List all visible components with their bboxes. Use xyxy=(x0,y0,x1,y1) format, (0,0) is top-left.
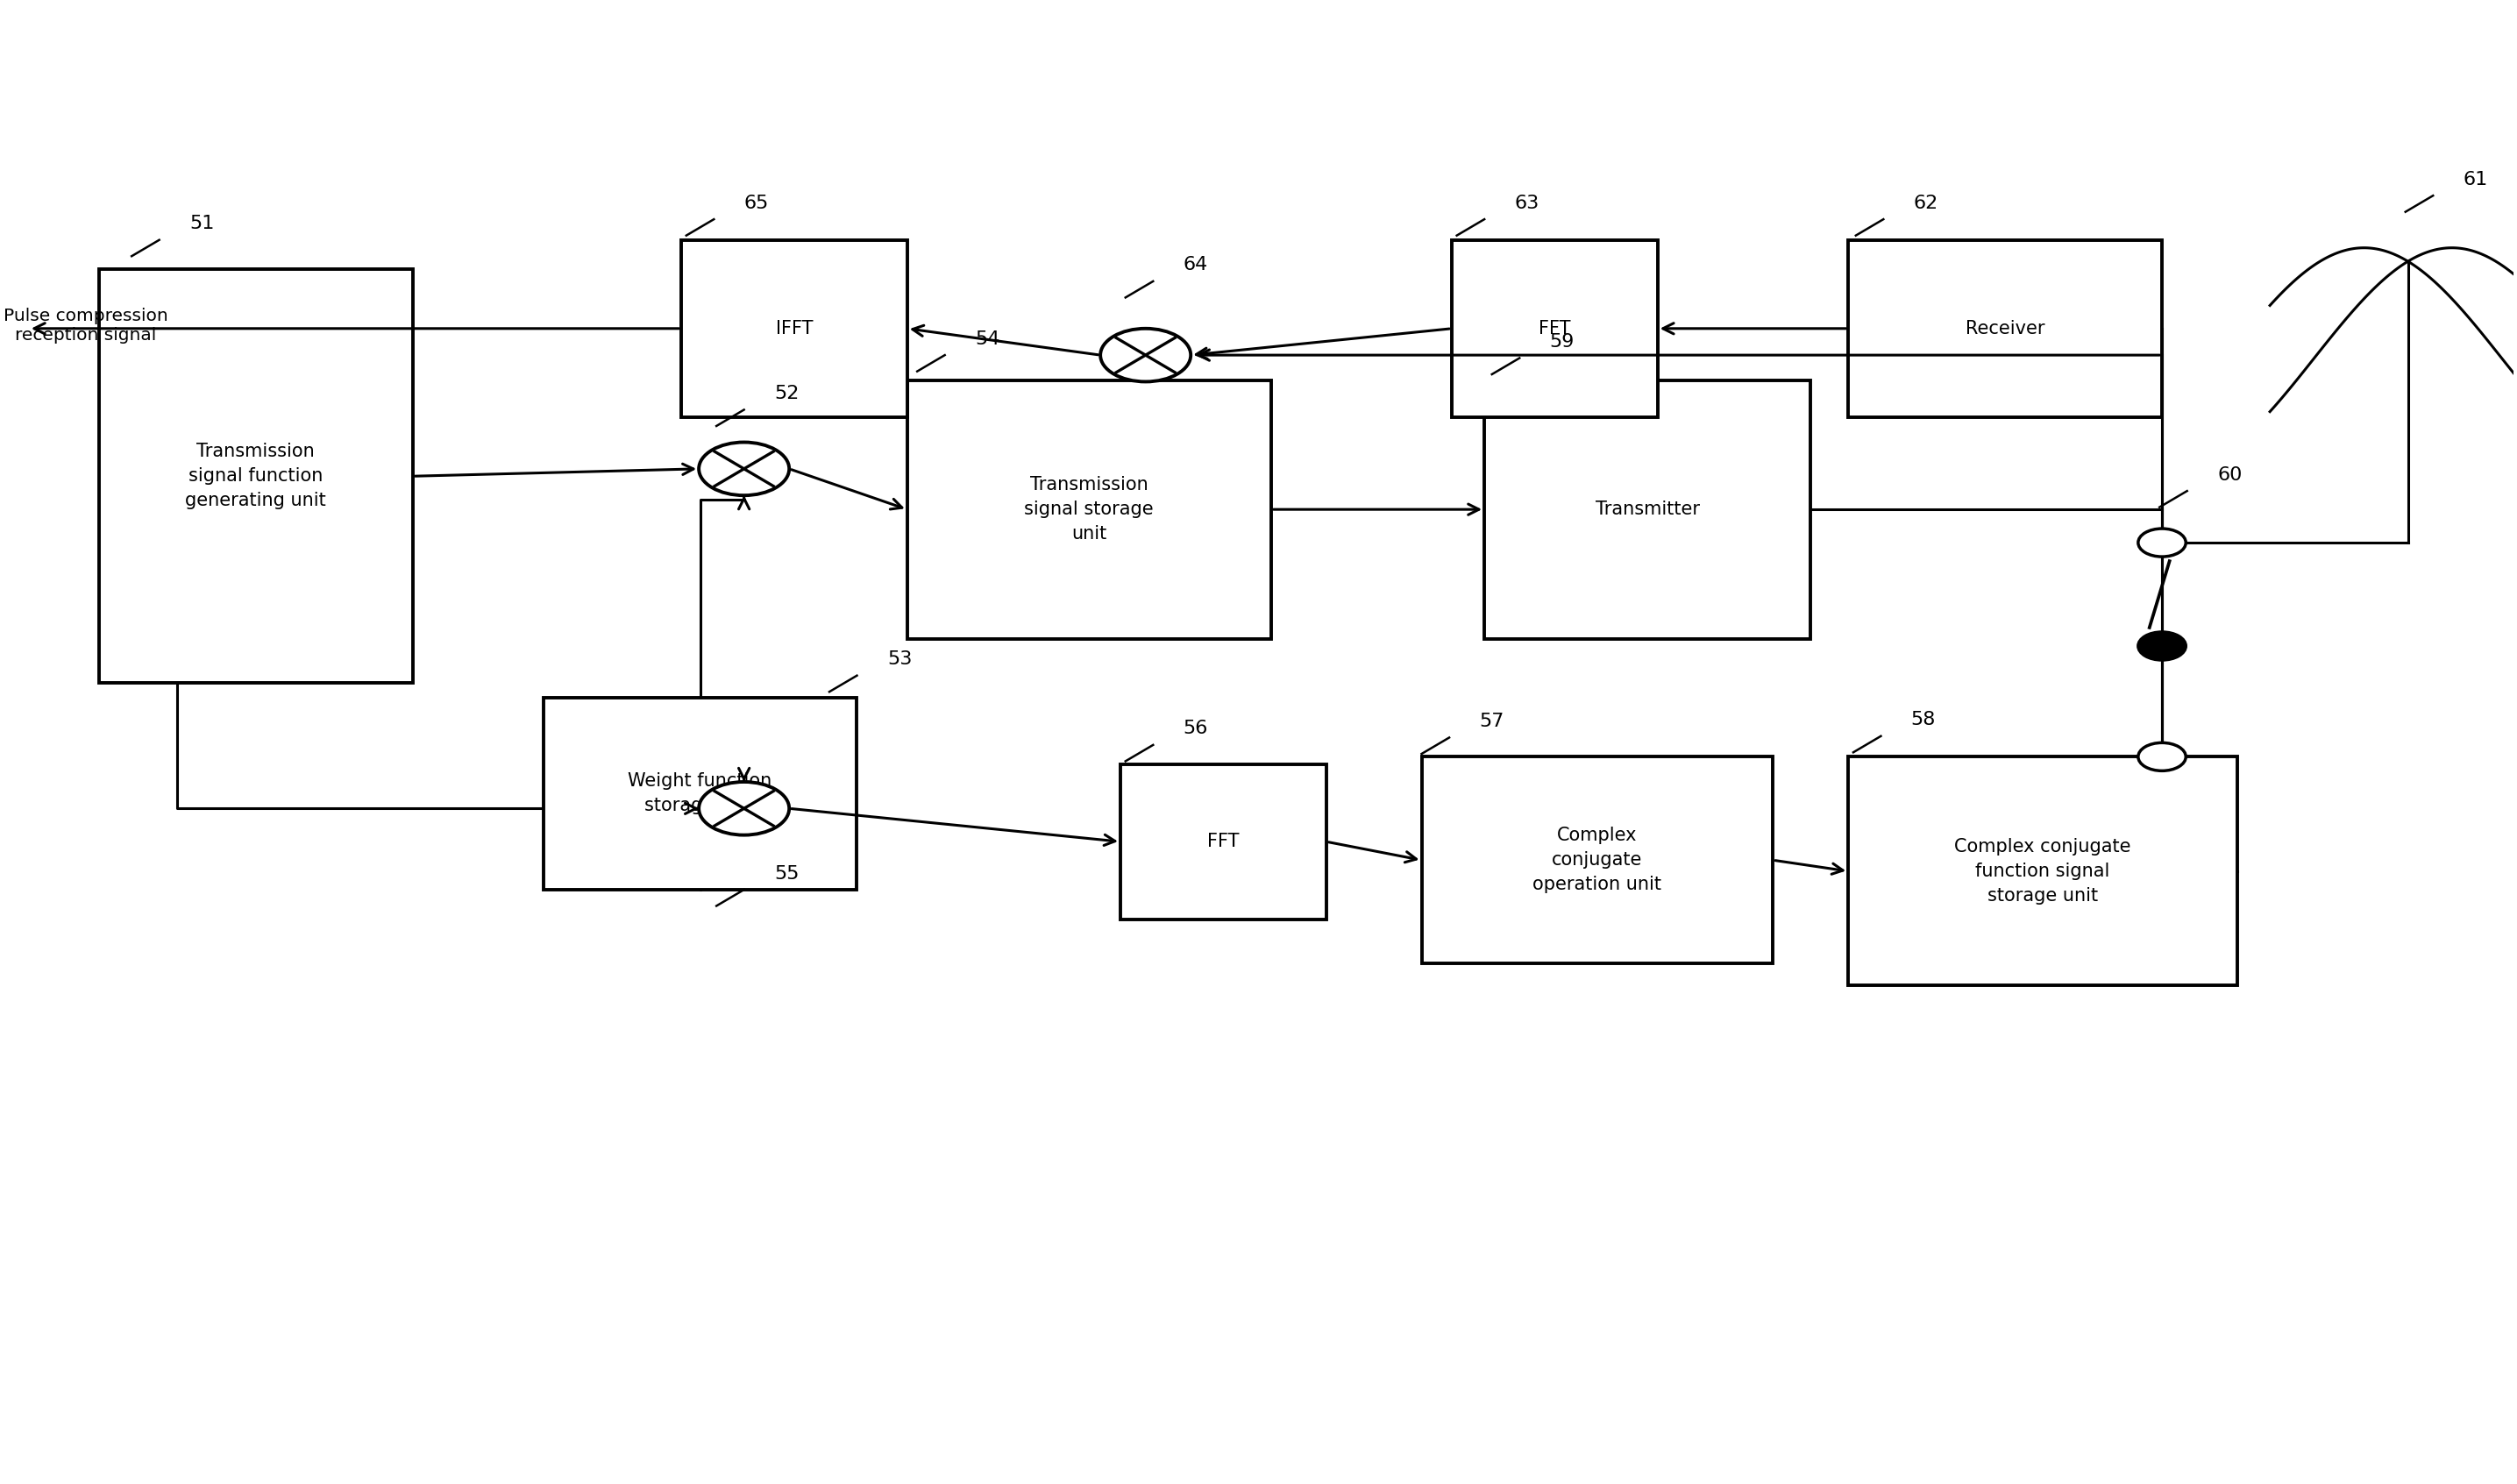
Text: 60: 60 xyxy=(2217,466,2243,484)
Circle shape xyxy=(700,442,790,496)
Text: 54: 54 xyxy=(974,331,999,347)
Circle shape xyxy=(2137,742,2185,770)
Bar xyxy=(98,270,413,683)
Circle shape xyxy=(1100,328,1191,381)
Text: 52: 52 xyxy=(775,384,798,402)
Circle shape xyxy=(700,782,790,835)
Bar xyxy=(1422,757,1772,963)
Text: 57: 57 xyxy=(1480,712,1505,730)
Bar xyxy=(1485,380,1810,638)
Text: 58: 58 xyxy=(1910,711,1936,729)
Bar xyxy=(1120,764,1326,919)
Text: Transmitter: Transmitter xyxy=(1596,500,1699,518)
Text: 64: 64 xyxy=(1183,257,1208,275)
Text: FFT: FFT xyxy=(1538,319,1571,337)
Text: Receiver: Receiver xyxy=(1966,319,2044,337)
Bar xyxy=(1452,240,1659,417)
Text: Pulse compression
reception signal: Pulse compression reception signal xyxy=(3,307,169,343)
Text: FFT: FFT xyxy=(1208,833,1238,850)
Text: 51: 51 xyxy=(189,215,214,233)
Text: 59: 59 xyxy=(1550,332,1576,350)
Text: Complex conjugate
function signal
storage unit: Complex conjugate function signal storag… xyxy=(1956,838,2132,905)
Text: Weight function
storage unit: Weight function storage unit xyxy=(629,773,773,815)
Bar xyxy=(544,697,856,890)
Text: 65: 65 xyxy=(745,194,768,212)
Bar xyxy=(1847,240,2162,417)
Text: 63: 63 xyxy=(1515,194,1540,212)
Text: 56: 56 xyxy=(1183,720,1208,738)
Text: Transmission
signal function
generating unit: Transmission signal function generating … xyxy=(186,442,327,509)
Circle shape xyxy=(2137,632,2185,660)
Text: 61: 61 xyxy=(2464,171,2487,188)
Text: Transmission
signal storage
unit: Transmission signal storage unit xyxy=(1024,476,1153,543)
Bar xyxy=(906,380,1271,638)
Circle shape xyxy=(2137,528,2185,556)
Text: IFFT: IFFT xyxy=(775,319,813,337)
Text: 53: 53 xyxy=(886,650,911,668)
Text: 62: 62 xyxy=(1913,194,1938,212)
Text: Complex
conjugate
operation unit: Complex conjugate operation unit xyxy=(1533,827,1661,893)
Bar xyxy=(682,240,906,417)
Text: 55: 55 xyxy=(775,865,798,883)
Bar xyxy=(1847,757,2238,985)
